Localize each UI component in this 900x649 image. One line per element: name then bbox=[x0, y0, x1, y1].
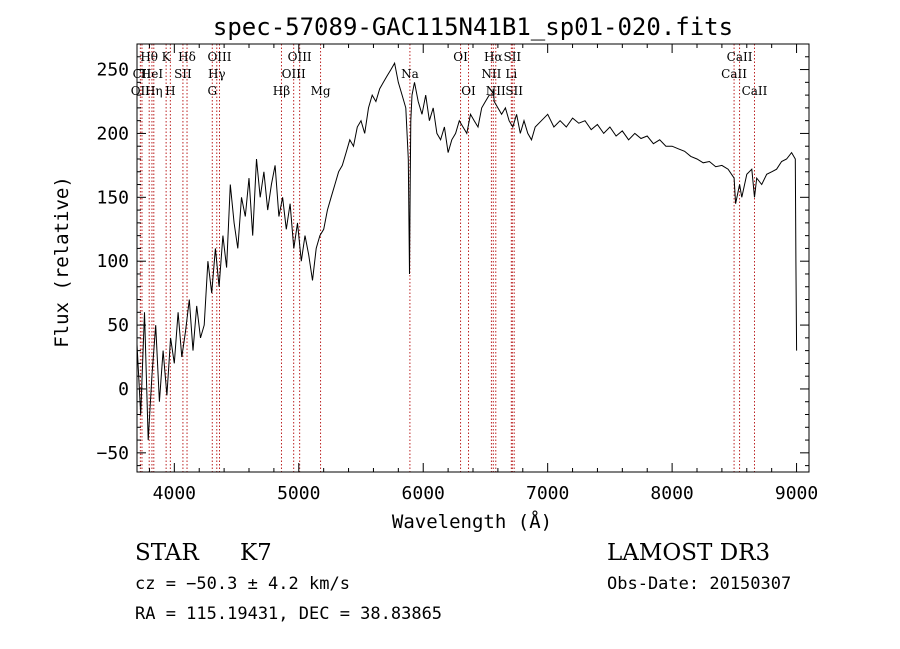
y-tick-label: 100 bbox=[96, 251, 129, 272]
line-label: SII bbox=[503, 50, 521, 64]
x-tick-label: 7000 bbox=[526, 483, 569, 504]
x-tick-label: 6000 bbox=[402, 483, 445, 504]
object-subclass: K7 bbox=[240, 540, 272, 566]
line-label: Hα bbox=[484, 50, 503, 64]
x-axis-label: Wavelength (Å) bbox=[392, 510, 552, 533]
line-label: K bbox=[162, 50, 172, 64]
line-label: OIII bbox=[282, 67, 306, 81]
y-tick-label: 50 bbox=[107, 315, 129, 336]
x-tick-label: 4000 bbox=[153, 483, 196, 504]
y-tick-label: 150 bbox=[96, 187, 129, 208]
line-label: Hγ bbox=[208, 67, 226, 81]
line-label: Mg bbox=[311, 84, 331, 98]
line-label: Hδ bbox=[178, 50, 196, 64]
survey-name: LAMOST DR3 bbox=[607, 540, 770, 566]
line-label: Hη bbox=[145, 84, 163, 98]
y-axis: −50 0 50 100 150 200 250 bbox=[96, 56, 809, 467]
x-tick-label: 5000 bbox=[277, 483, 320, 504]
x-tick-label: 9000 bbox=[775, 483, 818, 504]
y-axis-label: Flux (relative) bbox=[51, 176, 73, 348]
emission-line-markers bbox=[139, 44, 755, 472]
line-label: Hβ bbox=[273, 84, 290, 98]
redshift-info: cz = −50.3 ± 4.2 km/s bbox=[135, 574, 350, 594]
line-label: NII bbox=[481, 67, 501, 81]
coordinates: RA = 115.19431, DEC = 38.83865 bbox=[135, 604, 442, 624]
x-tick-label: 8000 bbox=[650, 483, 693, 504]
line-label: G bbox=[207, 84, 217, 98]
y-tick-label: −50 bbox=[96, 443, 129, 464]
line-label: OIII bbox=[288, 50, 312, 64]
observation-date: Obs-Date: 20150307 bbox=[607, 574, 791, 594]
line-label: Li bbox=[505, 67, 517, 81]
line-label: Na bbox=[401, 67, 419, 81]
y-tick-label: 0 bbox=[118, 379, 129, 400]
line-label: Hθ bbox=[140, 50, 158, 64]
line-label: OI bbox=[461, 84, 476, 98]
x-axis: 4000 5000 6000 7000 8000 9000 bbox=[148, 44, 818, 504]
y-tick-label: 250 bbox=[96, 60, 129, 81]
line-label: CaII bbox=[742, 84, 768, 98]
line-label: HeI bbox=[141, 67, 164, 81]
object-class: STAR bbox=[135, 540, 199, 566]
line-label: CaII bbox=[727, 50, 753, 64]
plot-frame bbox=[136, 43, 810, 473]
y-tick-label: 200 bbox=[96, 123, 129, 144]
flux-series-line bbox=[136, 61, 798, 441]
line-label: OII bbox=[131, 84, 151, 98]
line-label: H bbox=[165, 84, 175, 98]
line-label: CaII bbox=[721, 67, 747, 81]
line-label: SII bbox=[505, 84, 523, 98]
line-label: OIII bbox=[207, 50, 231, 64]
line-label: NII bbox=[486, 84, 506, 98]
chart-title: spec-57089-GAC115N41B1_sp01-020.fits bbox=[213, 13, 733, 41]
line-label: SII bbox=[174, 67, 192, 81]
line-label: OI bbox=[453, 50, 468, 64]
